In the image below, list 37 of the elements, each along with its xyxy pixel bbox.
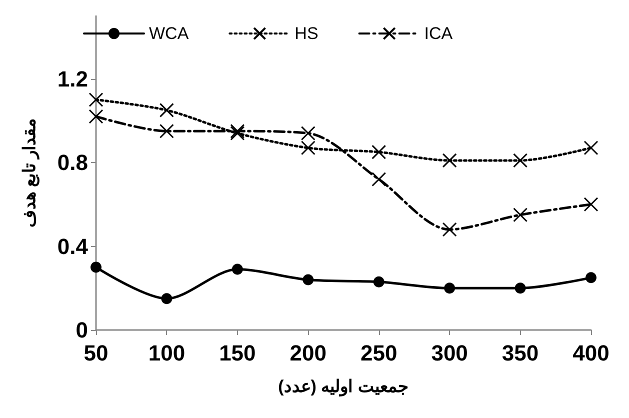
x-tick-label: 100: [148, 340, 186, 366]
point: [444, 282, 456, 294]
point: [88, 92, 104, 107]
x-tick-label: 250: [360, 340, 398, 366]
point: [373, 276, 384, 288]
x-tick-label: 50: [84, 340, 108, 366]
point: [513, 208, 528, 222]
legend-label: ICA: [424, 24, 454, 43]
x-axis-title: جمعیت اولیه (عدد): [278, 377, 409, 397]
legend-label: WCA: [149, 24, 190, 43]
point: [584, 197, 598, 212]
legend-label: HS: [294, 24, 318, 43]
x-tick-label: 300: [431, 340, 468, 366]
point: [159, 102, 174, 118]
point: [442, 222, 457, 237]
y-axis-title: مقدار تابع هدف: [20, 118, 40, 228]
point: [372, 144, 386, 160]
point: [372, 172, 386, 187]
y-tick-label: 1.2: [57, 66, 88, 92]
point: [159, 124, 174, 138]
point: [90, 262, 102, 273]
y-tick-label: 0: [76, 318, 88, 342]
point: [88, 109, 104, 124]
point: [442, 153, 457, 168]
point: [513, 153, 528, 168]
point: [584, 140, 598, 156]
point: [586, 272, 596, 284]
point: [514, 282, 526, 294]
point: [232, 264, 243, 275]
y-tick-label: 0.8: [57, 150, 88, 176]
y-tick-label: 0.4: [57, 234, 89, 259]
point: [161, 293, 172, 304]
point: [302, 274, 314, 286]
x-tick-label: 150: [219, 340, 256, 366]
x-tick-label: 400: [572, 340, 610, 366]
x-tick-label: 200: [290, 340, 326, 366]
x-tick-label: 350: [502, 340, 539, 366]
